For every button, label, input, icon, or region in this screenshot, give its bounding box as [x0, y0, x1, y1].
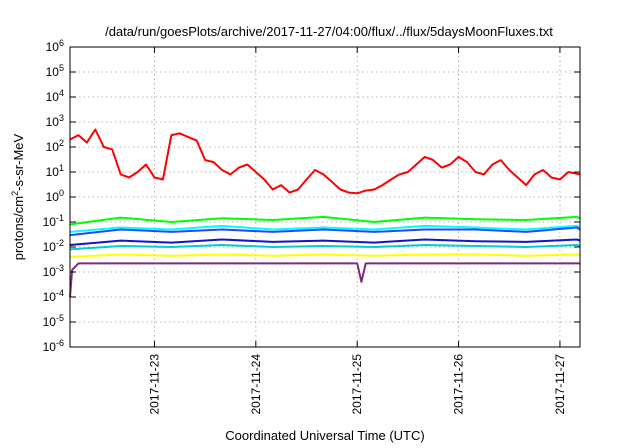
y-tick-label: 10-5: [43, 313, 64, 329]
y-tick-label: 10-4: [43, 288, 64, 304]
series-line: [69, 253, 580, 258]
x-tick-label: 2017-11-26: [452, 354, 466, 415]
x-tick-label: 2017-11-24: [249, 354, 263, 415]
x-tick-label: 2017-11-25: [350, 354, 364, 415]
series-line: [69, 238, 581, 246]
series-line: [69, 128, 581, 195]
y-axis-ticks: 10-6 10-5 10-4 10-3 10-2 10-1 100 101 102 103 104 1…: [43, 38, 580, 354]
y-tick-label: 100: [46, 188, 64, 204]
y-tick-label: 103: [46, 113, 64, 129]
y-tick-label: 10-3: [43, 263, 64, 279]
y-tick-label: 105: [46, 63, 64, 79]
x-axis-ticks: 2017-11-23 2017-11-24 2017-11-25 2017-11-26…: [147, 47, 567, 415]
series-line: [69, 226, 581, 237]
x-tick-label: 2017-11-23: [147, 354, 161, 415]
y-tick-label: 10-2: [43, 238, 64, 254]
y-tick-label: 106: [46, 38, 64, 54]
chart-title: /data/run/goesPlots/archive/2017-11-27/0…: [105, 24, 553, 39]
series-line: [69, 244, 581, 251]
grid-lines: [70, 47, 580, 347]
y-tick-label: 102: [46, 138, 64, 154]
y-axis-label: protons/cm2-s-sr-MeV: [10, 133, 26, 260]
y-tick-label: 10-6: [43, 338, 64, 354]
series-line: [69, 224, 581, 233]
y-tick-label: 101: [46, 163, 64, 179]
x-axis-label: Coordinated Universal Time (UTC): [225, 428, 424, 443]
series-line: [69, 262, 580, 298]
series-line: [69, 215, 581, 226]
x-tick-label: 2017-11-27: [553, 354, 567, 415]
y-tick-label: 10-1: [43, 213, 64, 229]
data-series: [69, 128, 581, 298]
y-tick-label: 104: [46, 88, 64, 104]
